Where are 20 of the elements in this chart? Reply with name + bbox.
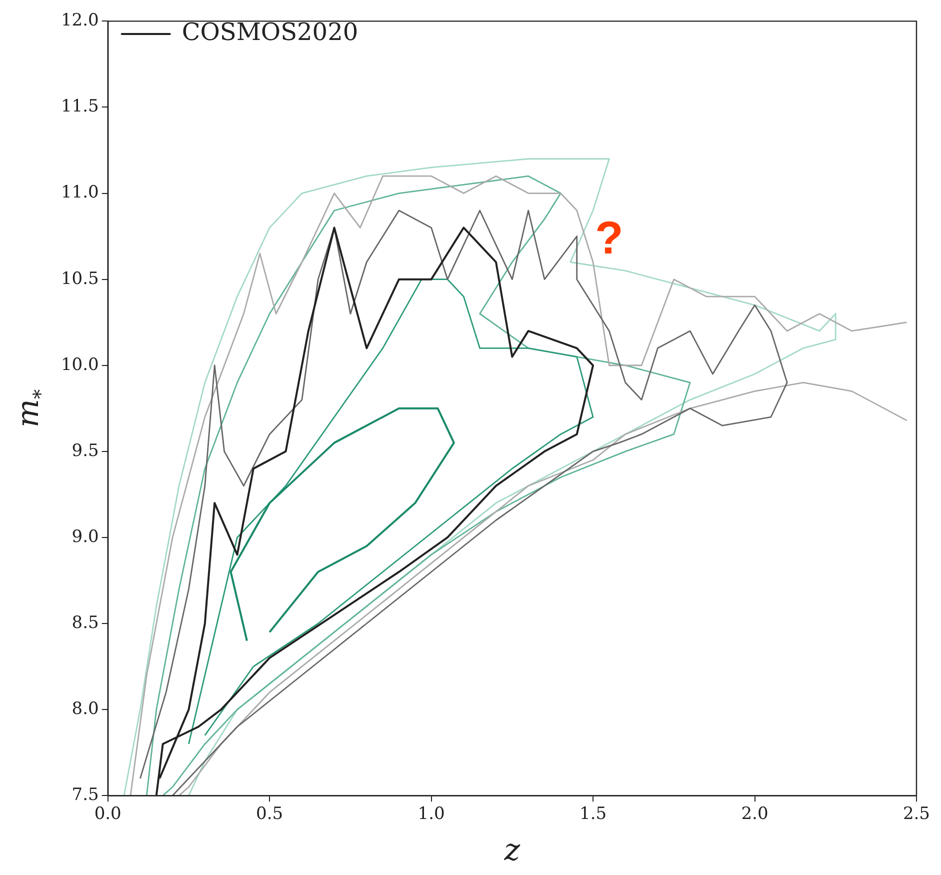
x-tick-label: 2.0 [741, 804, 768, 824]
y-tick-label: 10.5 [60, 268, 99, 289]
legend-label: COSMOS2020 [182, 18, 358, 46]
y-axis-title: m* [11, 389, 52, 428]
x-tick-label: 1.0 [418, 804, 445, 824]
y-tick-label: 9.5 [72, 440, 99, 461]
y-tick-label: 12.0 [60, 10, 99, 31]
y-tick-label: 11.0 [60, 182, 99, 203]
y-tick-label: 7.5 [72, 785, 99, 806]
x-axis-title: z [503, 833, 520, 868]
x-tick-label: 0.0 [94, 804, 122, 824]
y-tick-label: 11.5 [60, 96, 99, 117]
y-tick-label: 10.0 [60, 354, 99, 375]
x-tick-label: 2.5 [902, 804, 930, 824]
y-tick-label: 8.0 [72, 698, 99, 719]
annotation: ? [595, 212, 624, 264]
y-tick-label: 8.5 [72, 612, 99, 633]
y-tick-label: 9.0 [72, 526, 99, 547]
x-tick-label: 1.5 [580, 804, 607, 824]
x-tick-label: 0.5 [256, 804, 284, 824]
